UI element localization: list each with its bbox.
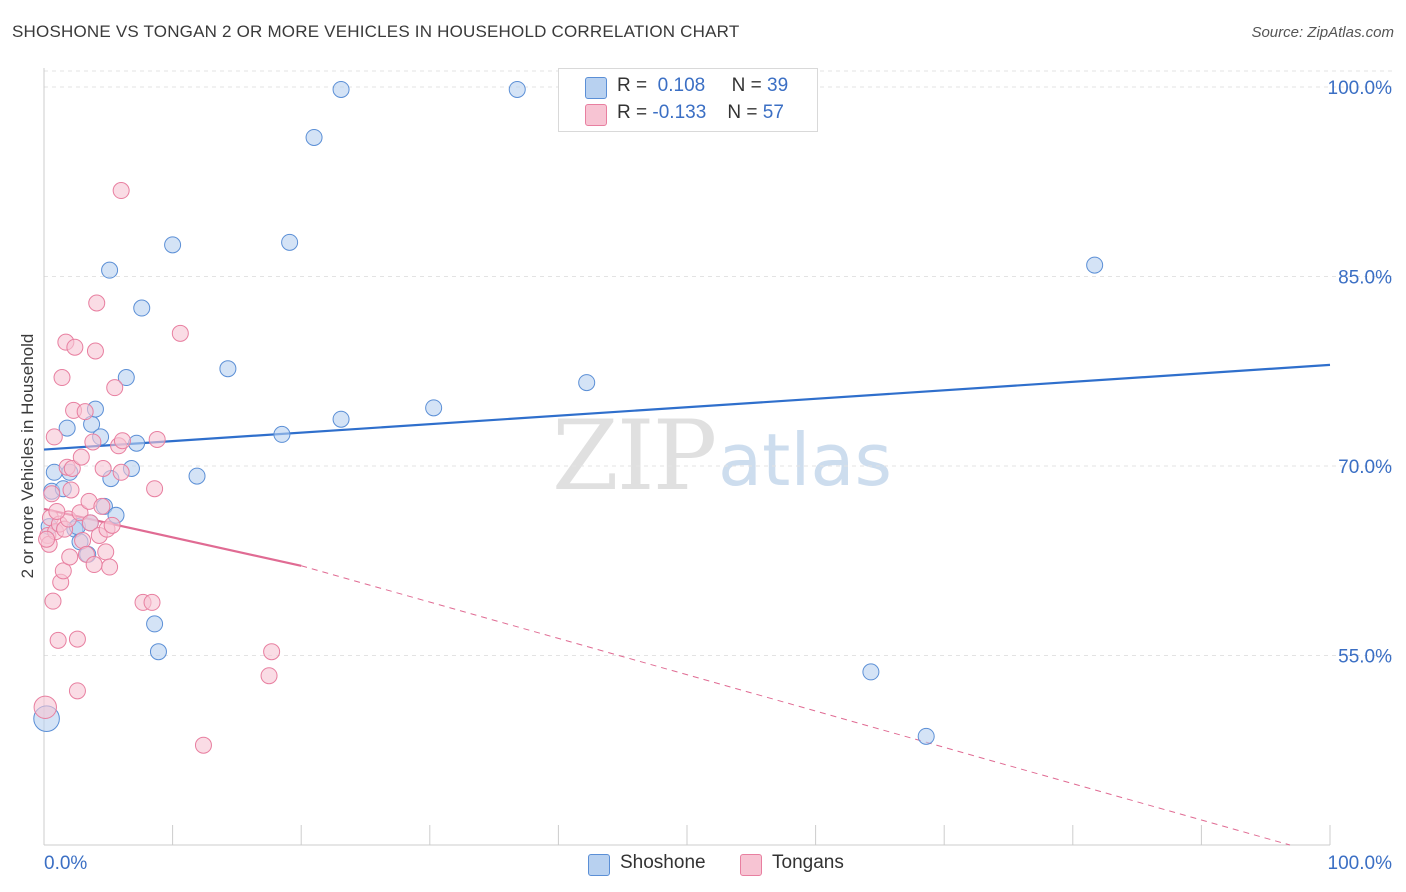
tongan-trend-extension: [301, 565, 1291, 846]
trend-lines: [43, 363, 1331, 846]
tongan-point: [63, 460, 81, 478]
shoshone-point: [862, 663, 880, 681]
legend-n-value: 39: [767, 75, 789, 96]
tongan-point: [112, 182, 130, 200]
tongan-point: [101, 558, 119, 576]
shoshone-point: [332, 410, 350, 428]
watermark-zip: ZIP: [552, 400, 717, 512]
gridlines: [44, 70, 1392, 656]
tongan-point: [146, 480, 164, 498]
tongan-point: [68, 682, 86, 700]
tongan-point: [171, 324, 189, 342]
axes: [43, 68, 1331, 846]
tongan-point: [71, 504, 89, 522]
shoshone-point: [219, 360, 237, 378]
shoshone-point: [188, 467, 206, 485]
y-axis-label: 2 or more Vehicles in Household: [18, 333, 37, 579]
tongans-legend-label: Tongans: [772, 852, 844, 873]
tongans-legend-swatch: [740, 854, 762, 876]
shoshone-point: [117, 369, 135, 387]
legend-r-label: R =: [617, 75, 648, 96]
y-tick-label: 70.0%: [1338, 457, 1392, 478]
tongan-point: [62, 481, 80, 499]
tongan-point: [68, 630, 86, 648]
shoshone-point: [508, 80, 526, 98]
watermark-atlas: atlas: [718, 418, 892, 502]
tongan-point: [61, 548, 79, 566]
shoshone-point: [146, 615, 164, 633]
y-tick-label: 55.0%: [1338, 646, 1392, 667]
tongan-point: [43, 485, 61, 503]
data-points: [33, 80, 1104, 754]
shoshone-point: [273, 425, 291, 443]
tongan-point: [93, 497, 111, 515]
tongan-point: [45, 428, 63, 446]
shoshone-legend-label: Shoshone: [620, 852, 706, 873]
tongan-point: [48, 502, 66, 520]
legend-n-label: N =: [731, 75, 762, 96]
shoshone-trend-line: [43, 363, 1331, 451]
tick-labels: 55.0% 70.0% 85.0% 100.0% 0.0% 100.0%: [44, 78, 1392, 874]
tongan-point: [94, 460, 112, 478]
legend-n-value: 57: [762, 102, 784, 123]
tongan-point: [66, 338, 84, 356]
shoshone-point: [281, 233, 299, 251]
shoshone-point: [128, 434, 146, 452]
tongan-point: [81, 514, 99, 532]
shoshone-point: [917, 727, 935, 745]
tongan-point: [38, 530, 56, 548]
shoshone-point: [305, 128, 323, 146]
tongan-point: [72, 448, 90, 466]
shoshone-point: [58, 419, 76, 437]
tongan-point: [97, 543, 115, 561]
shoshone-point: [149, 643, 167, 661]
shoshone-legend-swatch: [588, 854, 610, 876]
tongan-point: [143, 593, 161, 611]
shoshone-point: [425, 399, 443, 417]
stats-legend: R = 0.108 N = 39 R = -0.133 N = 57: [558, 68, 818, 132]
chart-title: SHOSHONE VS TONGAN 2 OR MORE VEHICLES IN…: [12, 22, 740, 41]
y-tick-label: 100.0%: [1328, 78, 1393, 99]
shoshone-swatch: [585, 77, 607, 99]
shoshone-point: [164, 236, 182, 254]
tongan-point: [86, 342, 104, 360]
tongan-point: [103, 516, 121, 534]
legend-r-value: 0.108: [657, 75, 706, 96]
tongans-swatch: [585, 104, 607, 126]
tongan-point: [54, 562, 72, 580]
tongan-point: [84, 433, 102, 451]
shoshone-point: [578, 374, 596, 392]
tongan-point: [113, 432, 131, 450]
tongan-point: [260, 667, 278, 685]
tongan-point: [88, 294, 106, 312]
y-tick-label: 85.0%: [1338, 267, 1392, 288]
tongan-point: [33, 695, 57, 719]
legend-r-value: -0.133: [652, 102, 707, 123]
shoshone-point: [101, 261, 119, 279]
shoshone-point: [133, 299, 151, 317]
shoshone-point: [1086, 256, 1104, 274]
tongan-point: [44, 592, 62, 610]
tongan-point: [76, 403, 94, 421]
tongan-point: [85, 556, 103, 574]
tongan-point: [148, 430, 166, 448]
tongan-point: [106, 379, 124, 397]
tongan-point: [49, 631, 67, 649]
tongan-point: [194, 736, 212, 754]
source-credit: Source: ZipAtlas.com: [1251, 24, 1394, 41]
shoshone-point: [332, 80, 350, 98]
legend-n-label: N =: [727, 102, 758, 123]
tongan-point: [112, 463, 130, 481]
x-tick-label-max: 100.0%: [1328, 853, 1393, 874]
x-tick-label-min: 0.0%: [44, 853, 87, 874]
tongan-point: [53, 369, 71, 387]
legend-r-label: R =: [617, 102, 648, 123]
tongan-point: [263, 643, 281, 661]
